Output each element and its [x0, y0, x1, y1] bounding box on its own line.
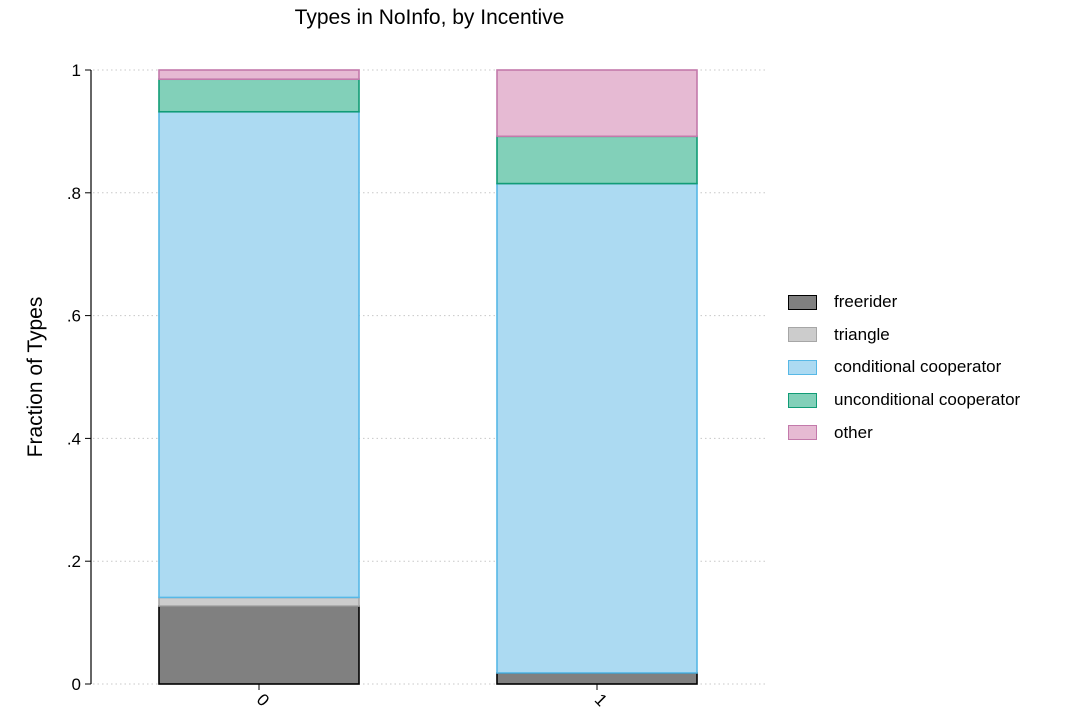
bar-segment-freerider-0: [158, 605, 360, 685]
y-tick-label: .4: [67, 429, 81, 448]
bar-segment-triangle-0: [158, 596, 360, 607]
x-tick-label: 1: [591, 690, 611, 710]
legend-label: triangle: [834, 324, 890, 344]
legend-swatch: [788, 327, 817, 343]
bar-segment-unconditional-cooperator-1: [496, 135, 698, 185]
y-tick-label: 1: [72, 61, 81, 80]
y-tick-label: 0: [72, 675, 81, 694]
legend-label: other: [834, 422, 873, 442]
legend-label: conditional cooperator: [834, 357, 1002, 377]
y-axis-label: Fraction of Types: [24, 297, 47, 458]
bar-segment-conditional-cooperator-1: [496, 182, 698, 674]
bar-segment-freerider-1: [496, 672, 698, 685]
legend-item: unconditional cooperator: [788, 384, 1020, 417]
bar-segment-other-0: [158, 69, 360, 81]
legend-item: other: [788, 416, 1020, 449]
bar-segment-other-1: [496, 69, 698, 138]
legend-label: freerider: [834, 292, 898, 312]
legend-swatch: [788, 425, 817, 441]
legend: freerider triangle conditional cooperator u…: [788, 286, 1020, 449]
legend-label: unconditional cooperator: [834, 390, 1021, 410]
x-tick-label: 0: [253, 690, 273, 710]
legend-swatch: [788, 359, 817, 375]
bar-segment-conditional-cooperator-0: [158, 110, 360, 599]
legend-item: conditional cooperator: [788, 351, 1020, 384]
legend-item: triangle: [788, 319, 1020, 352]
legend-item: freerider: [788, 286, 1020, 319]
y-tick-label: .6: [67, 307, 81, 326]
chart-title: Types in NoInfo, by Incentive: [294, 6, 565, 29]
bars: [158, 69, 698, 685]
bar-segment-unconditional-cooperator-0: [158, 78, 360, 113]
legend-swatch: [788, 392, 817, 408]
y-tick-label: .8: [67, 184, 81, 203]
legend-swatch: [788, 294, 817, 310]
y-tick-label: .2: [67, 552, 81, 571]
